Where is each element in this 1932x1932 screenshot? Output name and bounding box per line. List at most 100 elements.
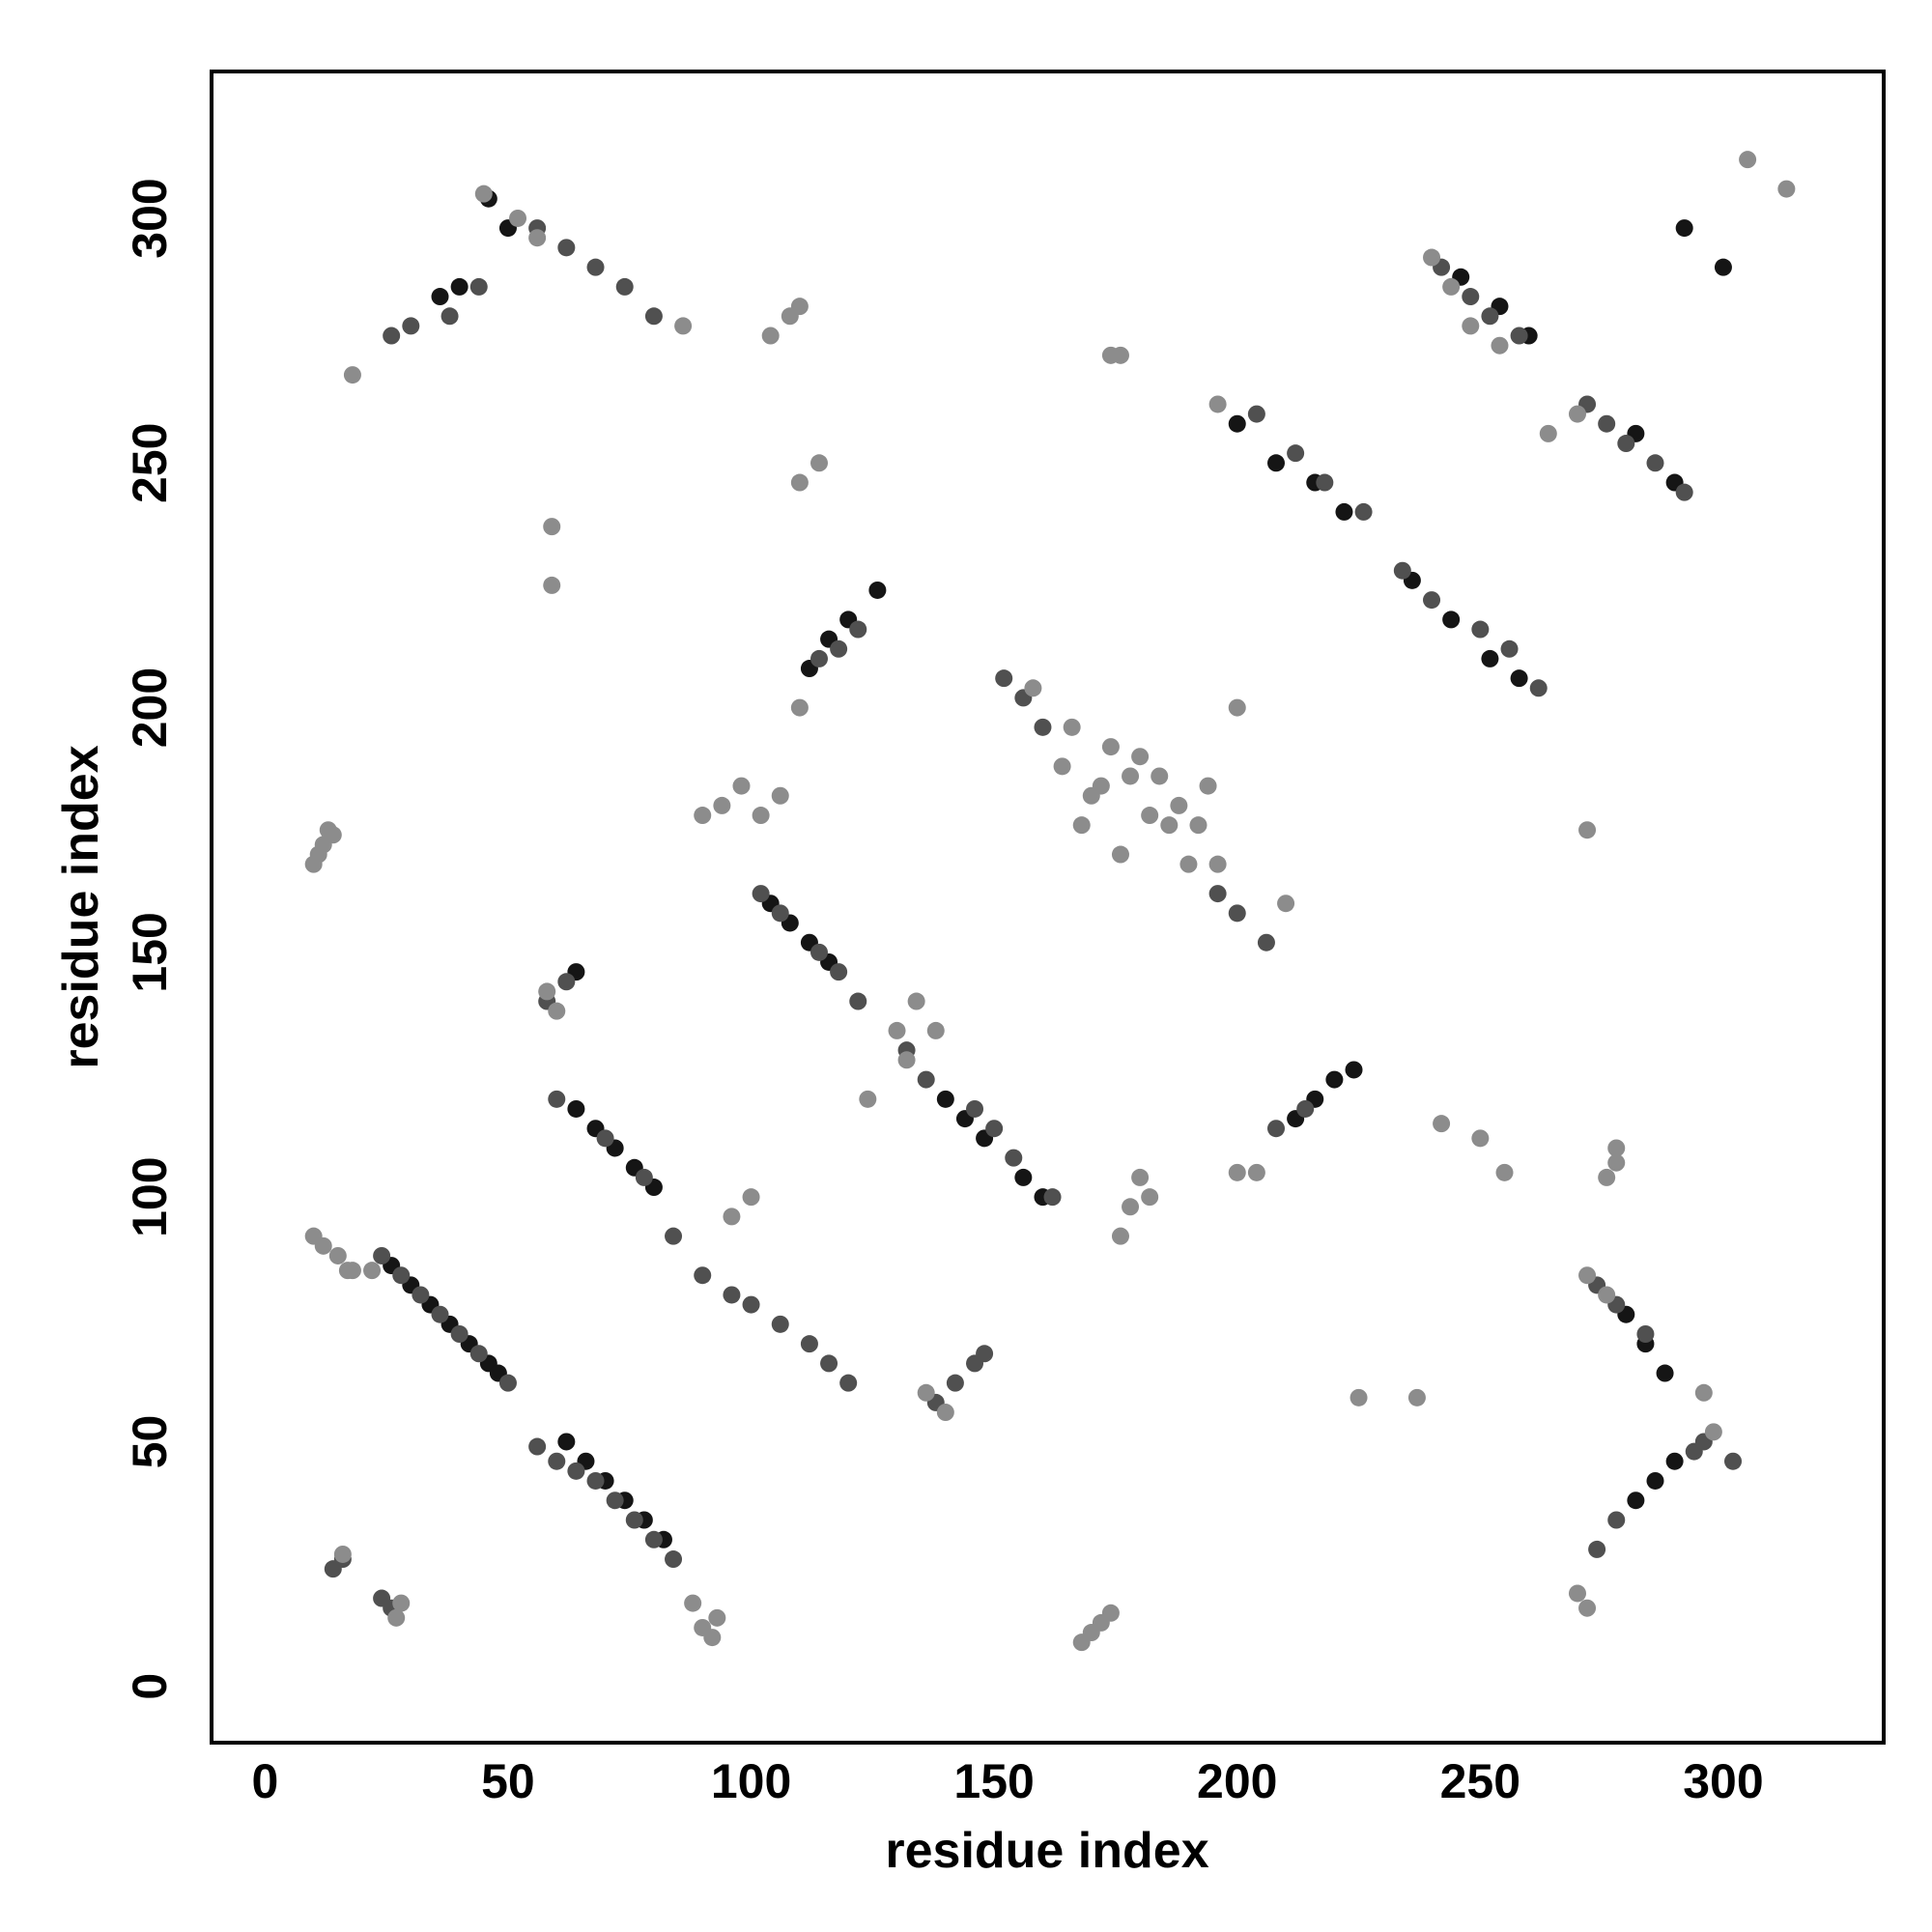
x-tick-label: 100 bbox=[711, 1754, 791, 1808]
point bbox=[557, 239, 576, 257]
point bbox=[859, 1090, 877, 1108]
point bbox=[474, 185, 493, 203]
point bbox=[319, 821, 337, 839]
y-tick-label: 150 bbox=[123, 912, 177, 992]
point bbox=[1267, 454, 1286, 472]
point bbox=[1160, 816, 1179, 835]
point bbox=[343, 1262, 361, 1280]
point bbox=[1578, 821, 1597, 839]
point bbox=[1491, 336, 1509, 355]
point bbox=[1131, 1168, 1150, 1186]
point bbox=[1598, 414, 1616, 433]
point bbox=[1053, 757, 1071, 776]
point bbox=[1407, 1388, 1426, 1406]
point bbox=[732, 777, 751, 795]
x-tick-label: 50 bbox=[481, 1754, 535, 1808]
point bbox=[1257, 933, 1275, 952]
point bbox=[1247, 405, 1265, 423]
point bbox=[1568, 405, 1586, 423]
point bbox=[1111, 845, 1129, 864]
point bbox=[450, 1324, 469, 1343]
point bbox=[1189, 816, 1208, 835]
point bbox=[917, 1383, 935, 1402]
point bbox=[708, 1608, 726, 1627]
y-tick-label: 0 bbox=[123, 1673, 177, 1700]
point bbox=[543, 518, 561, 536]
point bbox=[752, 885, 770, 903]
point bbox=[1423, 591, 1441, 610]
point bbox=[1471, 1129, 1490, 1148]
point bbox=[926, 1021, 945, 1039]
point bbox=[1350, 1388, 1368, 1406]
point bbox=[1588, 1540, 1606, 1558]
point bbox=[1495, 1163, 1514, 1181]
point bbox=[790, 473, 809, 492]
point bbox=[528, 1437, 547, 1456]
point bbox=[839, 1374, 858, 1392]
point bbox=[469, 277, 488, 296]
point bbox=[1510, 669, 1528, 688]
point bbox=[1316, 473, 1334, 492]
point bbox=[1656, 1364, 1674, 1382]
point bbox=[1607, 1153, 1626, 1172]
point bbox=[1072, 816, 1091, 835]
x-tick-label: 0 bbox=[251, 1754, 278, 1808]
point bbox=[1111, 1227, 1129, 1245]
point bbox=[1170, 796, 1188, 814]
point bbox=[1646, 454, 1664, 472]
point bbox=[363, 1262, 382, 1280]
point bbox=[1122, 1198, 1140, 1216]
point bbox=[1267, 1120, 1286, 1138]
x-tick-label: 250 bbox=[1440, 1754, 1520, 1808]
point bbox=[1141, 1188, 1159, 1207]
point bbox=[723, 1208, 741, 1226]
point bbox=[1111, 346, 1129, 364]
point bbox=[440, 307, 459, 326]
point bbox=[309, 845, 327, 864]
point bbox=[1724, 1452, 1743, 1470]
point bbox=[528, 229, 547, 247]
point bbox=[985, 1120, 1004, 1138]
point bbox=[703, 1629, 722, 1647]
point bbox=[450, 277, 469, 296]
point bbox=[752, 807, 770, 825]
x-tick-label: 200 bbox=[1197, 1754, 1277, 1808]
point bbox=[1228, 1163, 1246, 1181]
point bbox=[771, 1315, 789, 1333]
point bbox=[830, 963, 848, 981]
point bbox=[1500, 639, 1519, 658]
point bbox=[1607, 1139, 1626, 1157]
point bbox=[694, 807, 712, 825]
y-tick-label: 50 bbox=[123, 1415, 177, 1469]
point bbox=[742, 1188, 760, 1207]
point bbox=[431, 1305, 449, 1323]
point bbox=[1024, 679, 1042, 697]
point bbox=[694, 1266, 712, 1285]
point bbox=[1598, 1286, 1616, 1304]
point bbox=[548, 1002, 566, 1020]
point bbox=[1208, 395, 1227, 413]
point bbox=[431, 288, 449, 306]
point bbox=[1034, 718, 1052, 736]
y-axis-title: residue index bbox=[53, 745, 109, 1068]
point bbox=[1675, 219, 1693, 238]
point bbox=[1354, 502, 1373, 521]
x-tick-label: 150 bbox=[953, 1754, 1034, 1808]
point bbox=[1043, 1188, 1062, 1207]
y-tick-label: 250 bbox=[123, 423, 177, 503]
point bbox=[800, 1335, 818, 1353]
point bbox=[810, 454, 828, 472]
point bbox=[976, 1345, 994, 1363]
point bbox=[596, 1129, 614, 1148]
point bbox=[810, 649, 828, 668]
point bbox=[1578, 1599, 1597, 1617]
point bbox=[1228, 698, 1246, 717]
point bbox=[936, 1404, 954, 1422]
point bbox=[606, 1492, 624, 1510]
point bbox=[625, 1511, 643, 1529]
point bbox=[936, 1090, 954, 1108]
point bbox=[1296, 1099, 1315, 1118]
point bbox=[1739, 151, 1757, 169]
point bbox=[635, 1168, 653, 1186]
